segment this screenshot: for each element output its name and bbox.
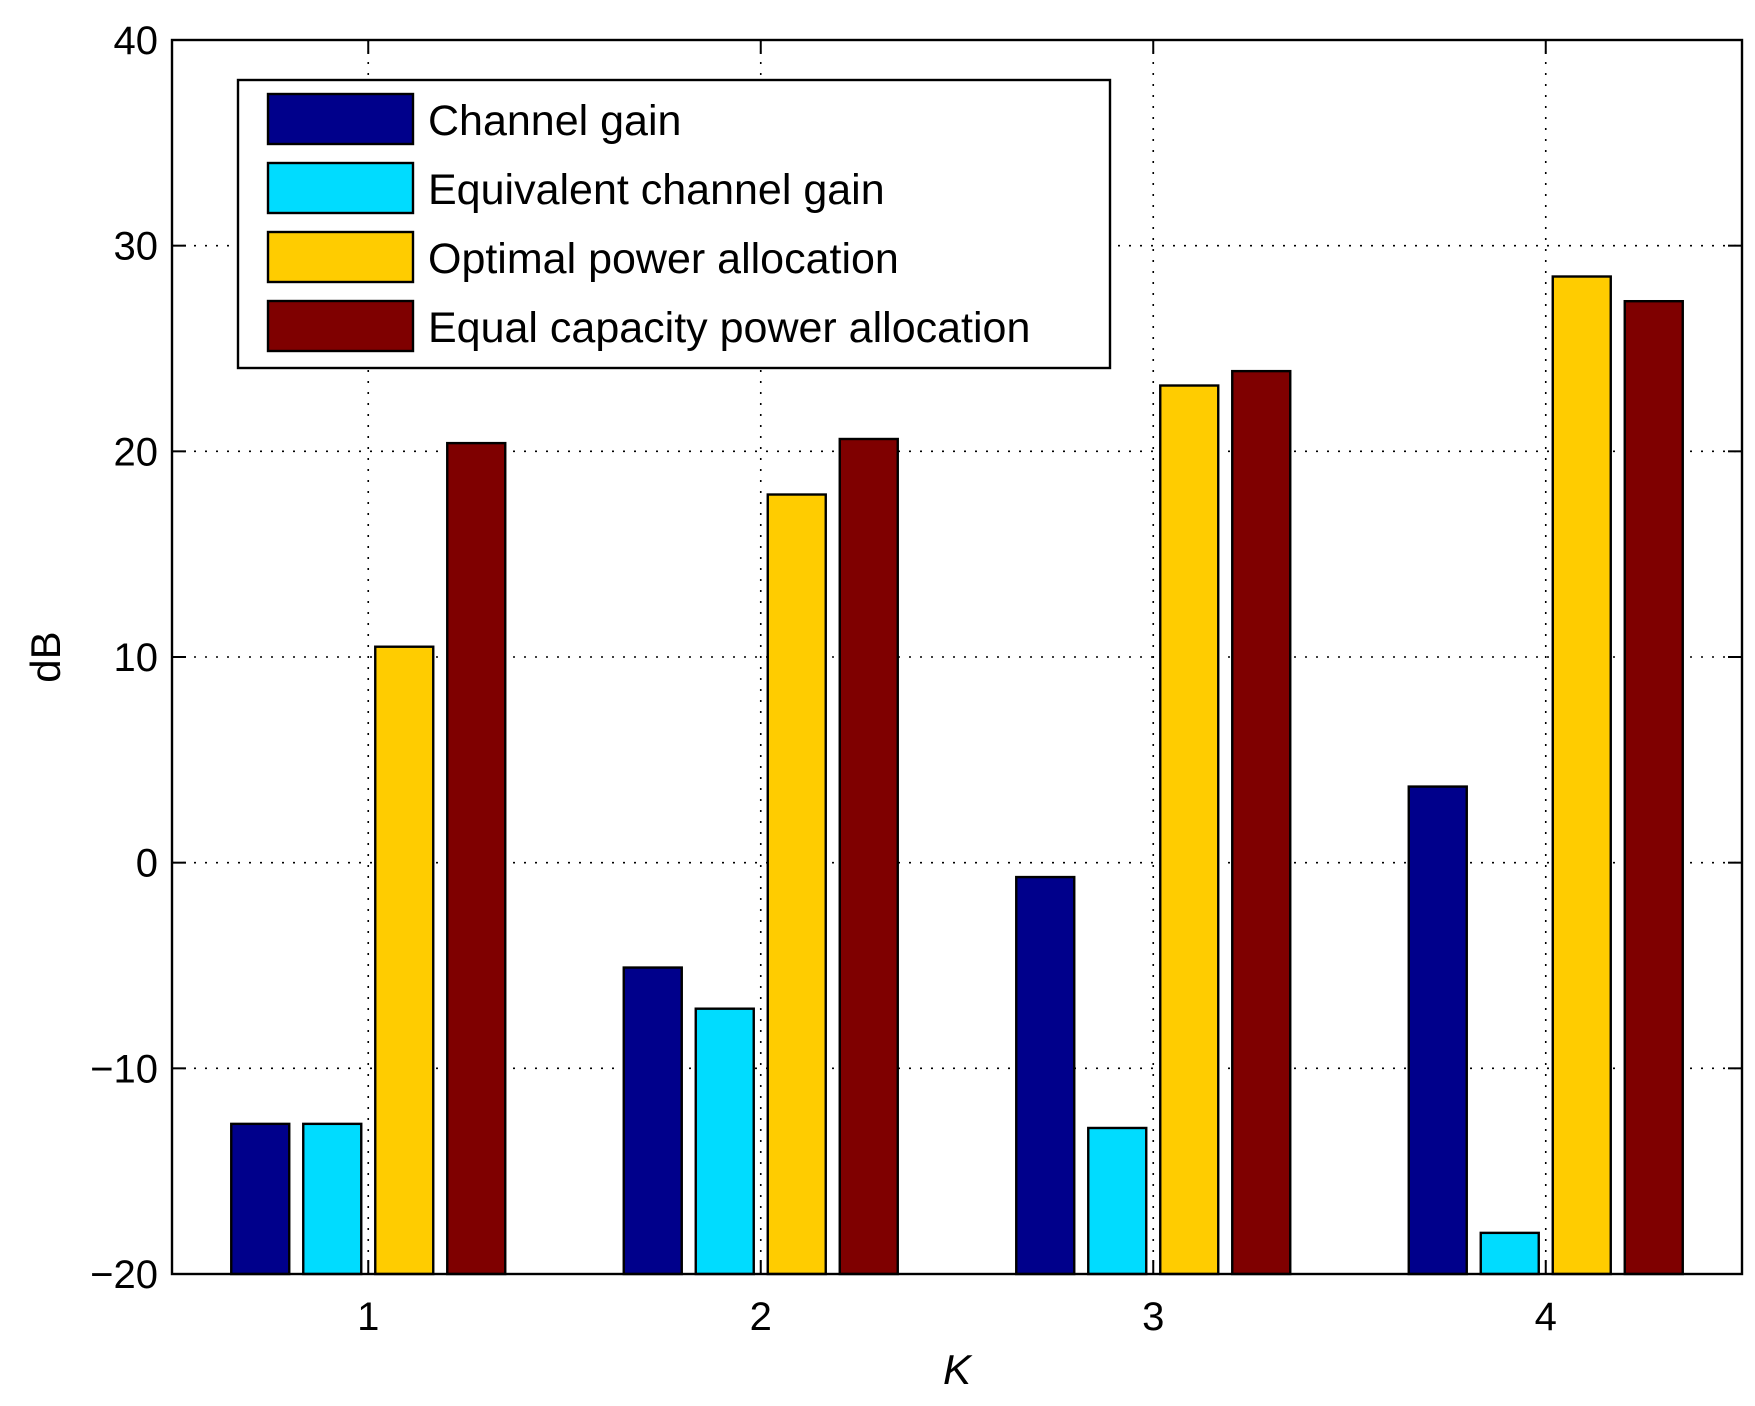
bar-optimal-power-allocation-k4 <box>1551 275 1612 1276</box>
y-tick-label: −20 <box>90 1253 158 1297</box>
y-tick-label: −10 <box>90 1047 158 1091</box>
bar-channel-gain-k2 <box>622 966 683 1276</box>
legend-label: Equal capacity power allocation <box>428 304 1030 352</box>
y-tick-label: 20 <box>114 430 159 474</box>
y-tick-labels: −20 −10 0 10 20 30 40 <box>90 19 158 1297</box>
bar-equivalent-channel-gain-k2 <box>694 1007 755 1276</box>
bar-optimal-power-allocation-k1 <box>374 645 435 1276</box>
y-tick-label: 30 <box>114 225 159 269</box>
x-axis-label: K <box>943 1346 973 1393</box>
bar-equivalent-channel-gain-k3 <box>1087 1126 1148 1276</box>
y-tick-label: 10 <box>114 636 159 680</box>
bar-optimal-power-allocation-k3 <box>1159 384 1220 1276</box>
bar-equivalent-channel-gain-k1 <box>302 1122 363 1276</box>
legend: Channel gain Equivalent channel gain Optim… <box>236 78 1112 370</box>
x-tick-label: 2 <box>750 1295 772 1339</box>
legend-swatch <box>266 92 415 146</box>
legend-swatch <box>266 299 415 353</box>
bar-channel-gain-k1 <box>230 1122 291 1276</box>
bars <box>230 275 1684 1276</box>
grid <box>172 40 1742 1274</box>
legend-swatch <box>266 230 415 284</box>
y-tick-label: 0 <box>136 842 158 886</box>
bar-equal-capacity-power-allocation-k2 <box>838 437 899 1276</box>
x-tick-label: 1 <box>357 1295 379 1339</box>
bar-equal-capacity-power-allocation-k1 <box>446 441 507 1276</box>
legend-swatch <box>266 161 415 215</box>
legend-label: Channel gain <box>428 97 681 145</box>
x-tick-label: 4 <box>1535 1295 1557 1339</box>
legend-label: Optimal power allocation <box>428 235 899 283</box>
bar-equal-capacity-power-allocation-k3 <box>1231 369 1292 1276</box>
bar-equal-capacity-power-allocation-k4 <box>1623 299 1684 1276</box>
bar-optimal-power-allocation-k2 <box>766 493 827 1276</box>
bar-channel-gain-k3 <box>1015 875 1076 1276</box>
y-tick-label: 40 <box>114 19 159 63</box>
y-axis-label: dB <box>22 631 69 682</box>
bar-equivalent-channel-gain-k4 <box>1479 1231 1540 1276</box>
bar-channel-gain-k4 <box>1407 785 1468 1276</box>
x-tick-label: 3 <box>1142 1295 1164 1339</box>
legend-label: Equivalent channel gain <box>428 166 885 214</box>
axis-ticks <box>172 39 1742 1275</box>
x-tick-labels: 1 2 3 4 <box>357 1295 1557 1339</box>
